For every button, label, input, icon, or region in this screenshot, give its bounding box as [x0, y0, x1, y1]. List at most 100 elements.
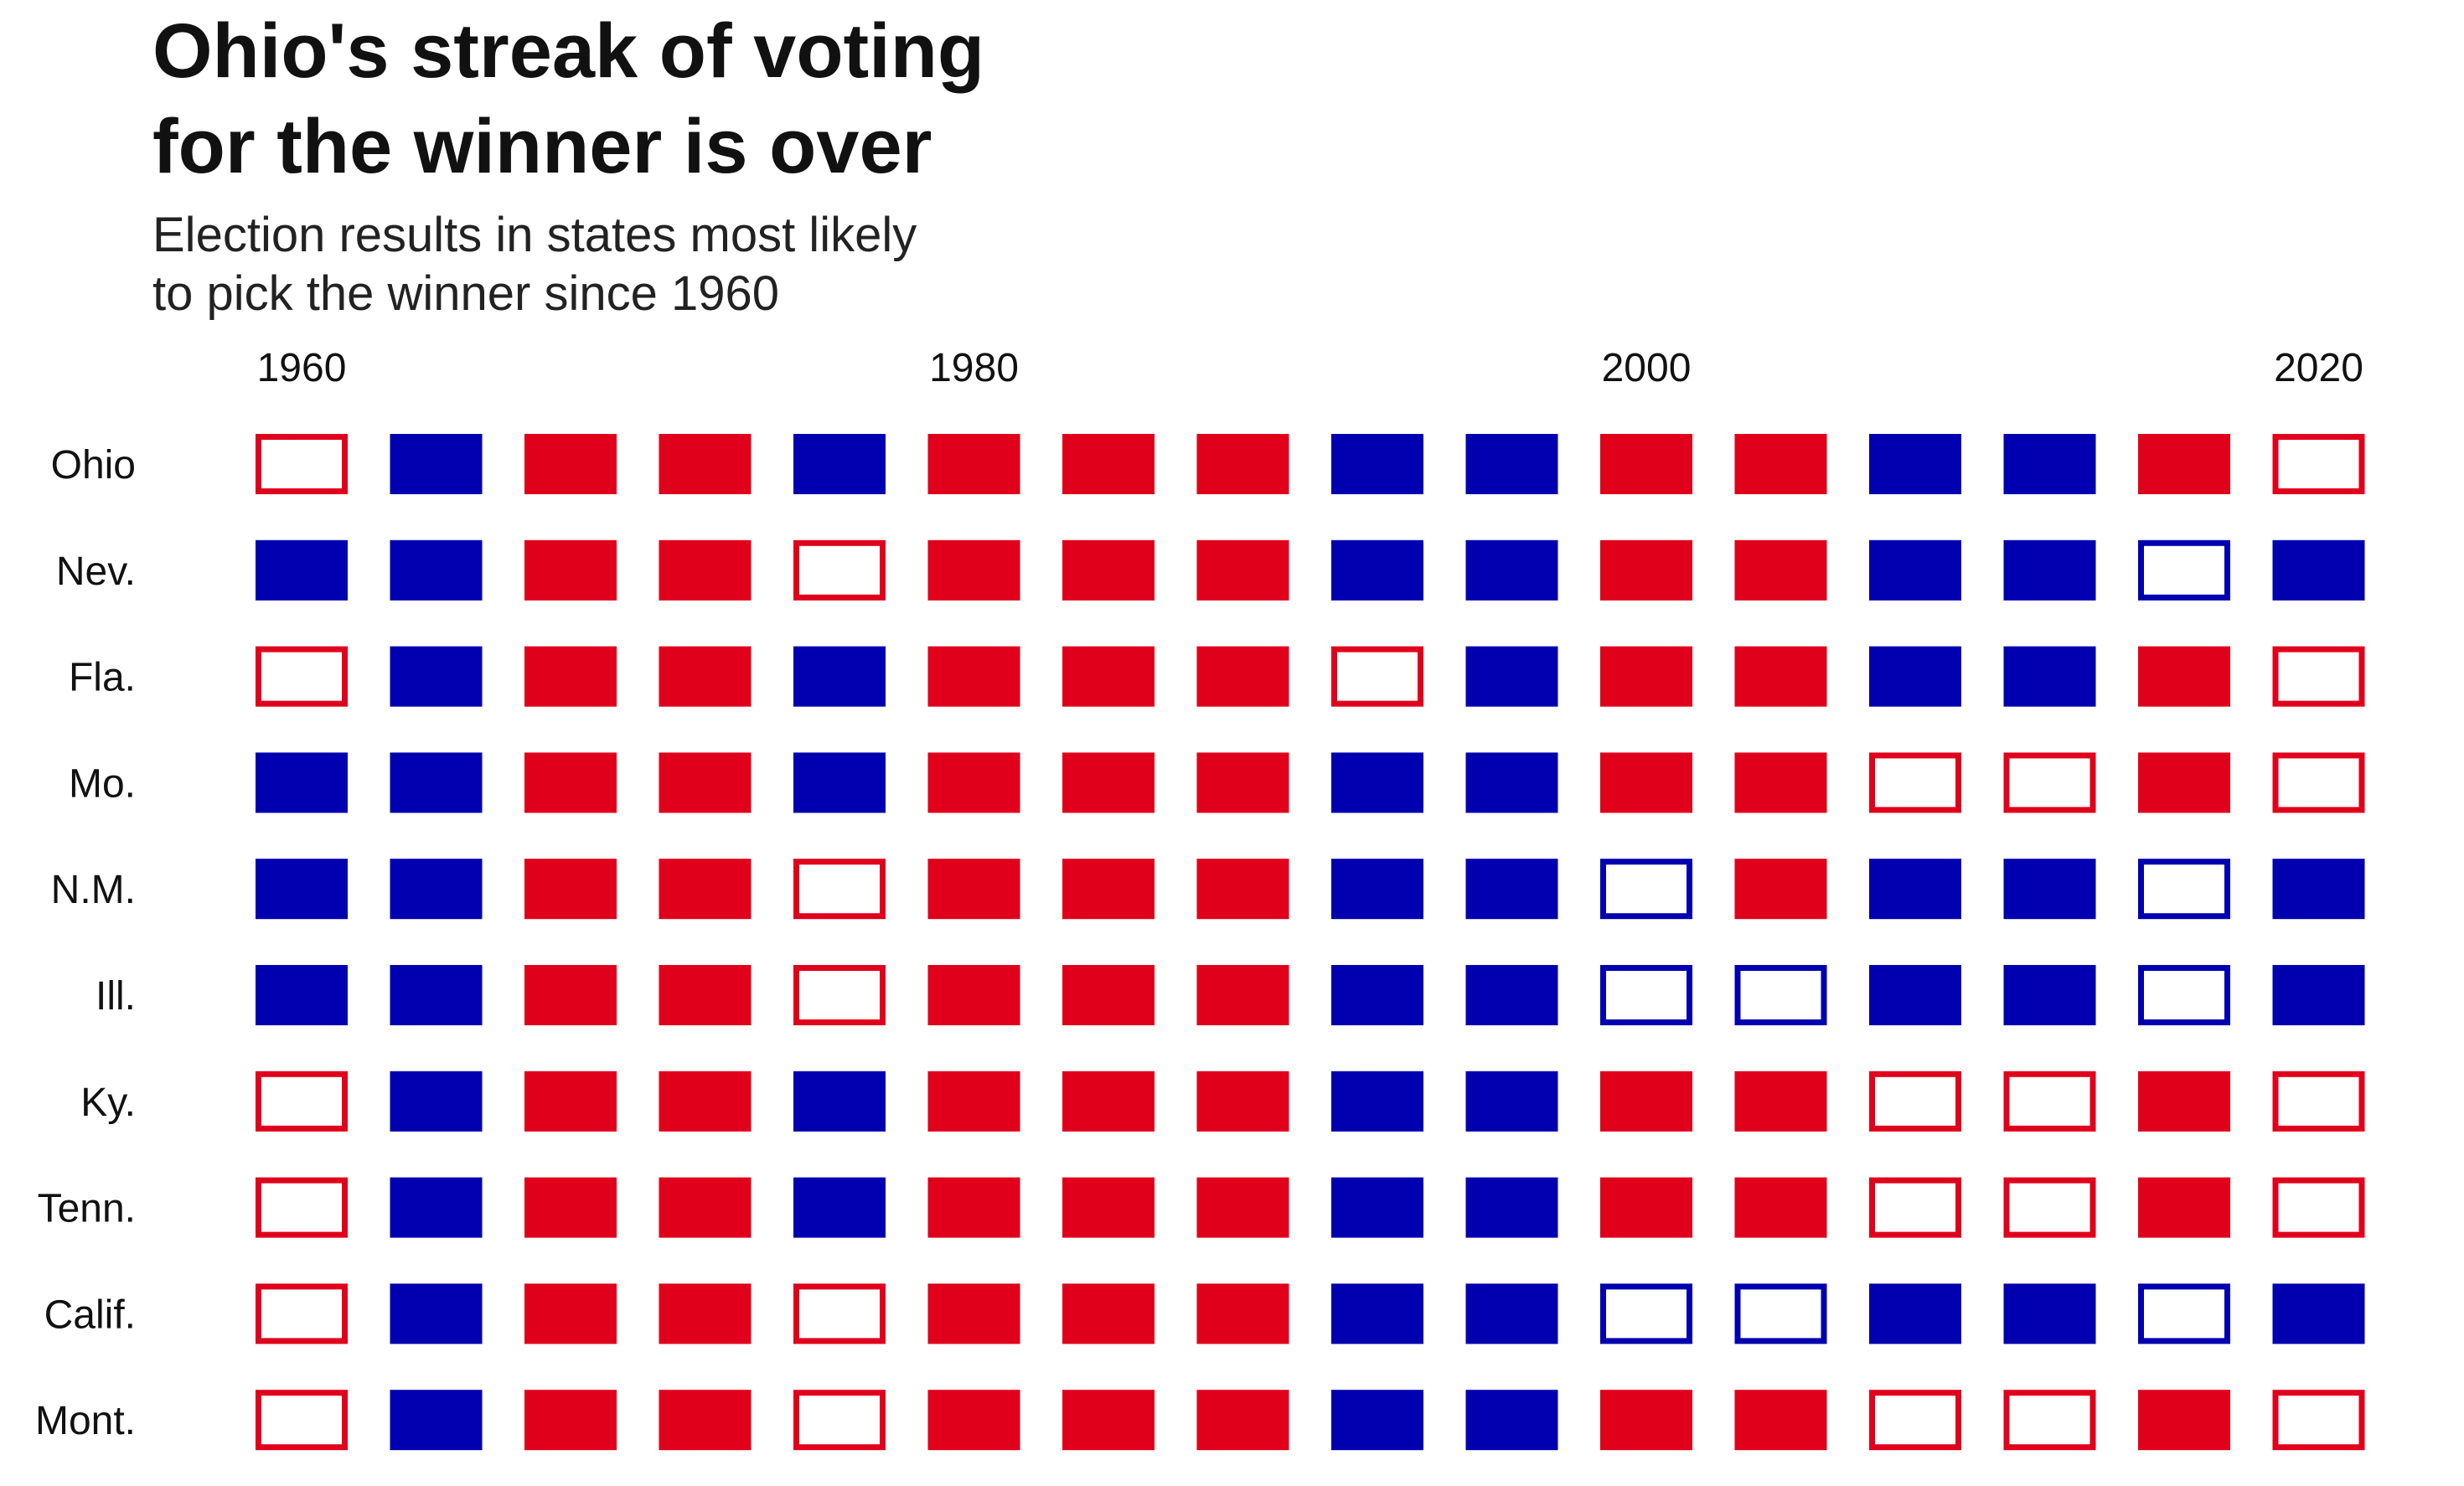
- result-cell: [793, 1283, 886, 1344]
- result-cell: [1600, 1390, 1692, 1451]
- result-cell: [659, 1283, 752, 1344]
- result-cell: [1062, 539, 1155, 601]
- result-cell: [2003, 965, 2096, 1025]
- result-cell: [1869, 1177, 1961, 1238]
- result-cell: [1331, 434, 1423, 494]
- result-cell: [1196, 646, 1289, 707]
- result-cell: [1465, 1177, 1558, 1238]
- result-cell: [1062, 434, 1155, 494]
- state-label: Ky.: [80, 1081, 136, 1125]
- chart-subtitle-line-1: Election results in states most likely: [152, 208, 917, 262]
- result-cell: [2272, 859, 2365, 920]
- result-cell: [390, 1071, 483, 1132]
- result-cell: [1062, 1177, 1155, 1238]
- result-cell: [1869, 539, 1961, 601]
- result-cell: [1869, 859, 1961, 920]
- result-cell: [1465, 434, 1558, 494]
- result-cell: [2003, 434, 2096, 494]
- result-cell: [390, 1283, 483, 1344]
- state-label: Mo.: [69, 761, 136, 806]
- result-cell: [1600, 434, 1692, 494]
- state-label: Tenn.: [38, 1187, 136, 1231]
- result-cell: [1062, 1283, 1155, 1344]
- x-tick-label: 2020: [2274, 346, 2363, 390]
- result-cell: [2138, 859, 2230, 920]
- result-cell: [1600, 752, 1692, 813]
- result-cell: [1062, 1071, 1155, 1132]
- result-cell: [1196, 1390, 1289, 1451]
- result-cell: [793, 434, 886, 494]
- result-cell: [659, 752, 752, 813]
- result-cell: [1869, 752, 1961, 813]
- result-cell: [1734, 1071, 1827, 1132]
- result-cell: [1600, 646, 1692, 707]
- result-cell: [927, 1283, 1020, 1344]
- result-cell: [1465, 965, 1558, 1025]
- result-cell: [793, 1177, 886, 1238]
- result-cell: [1734, 965, 1827, 1025]
- result-cell: [1196, 1283, 1289, 1344]
- result-cell: [659, 859, 752, 920]
- result-cell: [1465, 539, 1558, 601]
- result-cell: [927, 1177, 1020, 1238]
- result-cell: [1331, 752, 1423, 813]
- result-cell: [1600, 1071, 1692, 1132]
- result-cell: [2138, 1071, 2230, 1132]
- result-cell: [256, 1283, 348, 1344]
- result-cell: [1062, 859, 1155, 920]
- result-cell: [793, 539, 886, 601]
- chart-title-line-2: for the winner is over: [152, 104, 932, 189]
- result-cell: [1196, 1071, 1289, 1132]
- result-cell: [793, 752, 886, 813]
- result-cell: [1331, 1177, 1423, 1238]
- state-label: Nev.: [56, 550, 136, 594]
- result-cell: [524, 539, 617, 601]
- result-cell: [524, 646, 617, 707]
- result-cell: [2003, 1283, 2096, 1344]
- result-cell: [2003, 1390, 2096, 1451]
- result-cell: [1600, 539, 1692, 601]
- result-cell: [1869, 434, 1961, 494]
- result-cell: [793, 1071, 886, 1132]
- result-cell: [2272, 646, 2365, 707]
- result-cell: [390, 434, 483, 494]
- result-cell: [2272, 1177, 2365, 1238]
- result-cell: [1869, 1283, 1961, 1344]
- result-cell: [659, 1071, 752, 1132]
- result-cell: [1062, 646, 1155, 707]
- state-label: N.M.: [51, 868, 136, 912]
- result-cell: [927, 859, 1020, 920]
- result-cell: [256, 1177, 348, 1238]
- result-cell: [390, 646, 483, 707]
- result-cell: [1600, 1283, 1692, 1344]
- result-cells: [256, 434, 2365, 1451]
- result-cell: [390, 859, 483, 920]
- result-cell: [1465, 752, 1558, 813]
- result-cell: [256, 965, 348, 1025]
- result-cell: [2138, 646, 2230, 707]
- result-cell: [1869, 965, 1961, 1025]
- result-cell: [927, 539, 1020, 601]
- result-cell: [256, 646, 348, 707]
- result-cell: [1734, 1177, 1827, 1238]
- result-cell: [1196, 434, 1289, 494]
- result-cell: [256, 859, 348, 920]
- result-cell: [1196, 859, 1289, 920]
- result-cell: [256, 752, 348, 813]
- result-cell: [1062, 965, 1155, 1025]
- chart-subtitle-line-2: to pick the winner since 1960: [152, 266, 779, 321]
- result-cell: [2138, 434, 2230, 494]
- result-cell: [1465, 1071, 1558, 1132]
- result-cell: [1869, 1071, 1961, 1132]
- result-cell: [524, 752, 617, 813]
- result-cell: [1331, 1071, 1423, 1132]
- result-cell: [1734, 434, 1827, 494]
- result-cell: [1465, 1283, 1558, 1344]
- result-cell: [1734, 1283, 1827, 1344]
- result-cell: [659, 965, 752, 1025]
- state-labels: Ohio Nev. Fla. Mo. N.M. Ill. Ky. Tenn. Calif. Mon…: [35, 443, 136, 1443]
- result-cell: [1600, 859, 1692, 920]
- result-cell: [2003, 859, 2096, 920]
- state-label: Mont.: [35, 1399, 136, 1443]
